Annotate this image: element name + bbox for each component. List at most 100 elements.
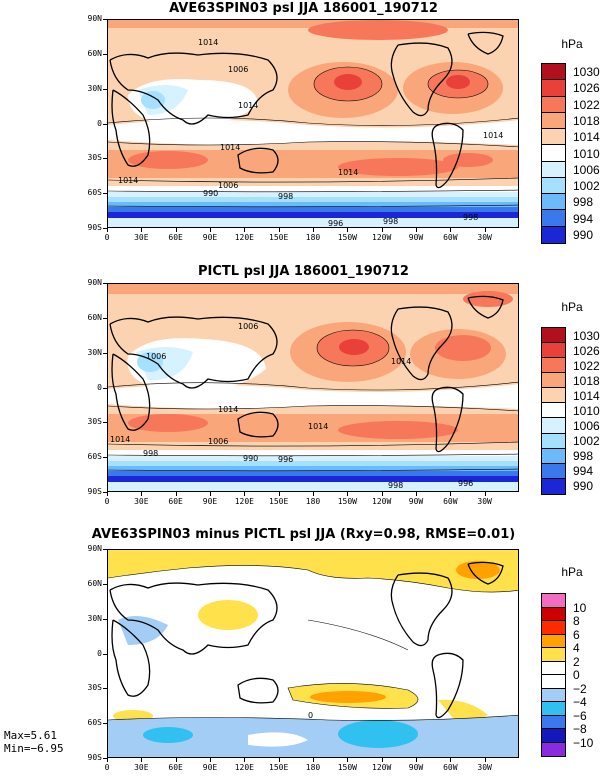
p2-clabel-998: 998: [143, 449, 158, 458]
p1-lon-tick-8: [381, 228, 383, 232]
p1-clabel-1014a: 1014: [198, 38, 218, 47]
p3-clabel-0: 0: [308, 711, 313, 720]
p1-clabel-1014c: 1014: [220, 143, 240, 152]
p2-lon-tick-5: [278, 492, 280, 496]
p2-lon-label-8: 120W: [372, 497, 392, 506]
p3-lat-tick-0: [103, 549, 107, 550]
p2-lat-label-5: 60S: [87, 452, 102, 462]
colorbar-3-box-7: [542, 688, 565, 702]
p2-clabel-996a: 996: [278, 455, 293, 464]
colorbar-3-box-11: [542, 742, 565, 756]
colorbar-3-label-8: −6: [573, 708, 587, 723]
p1-clabel-1014f: 1014: [338, 168, 358, 177]
p2-lat-label-3: 0: [97, 382, 102, 392]
colorbar-3-label-7: −4: [573, 695, 587, 709]
p3-lon-label-0: 0: [104, 763, 110, 772]
p2-clabel-990: 990: [243, 454, 258, 463]
p2-lon-label-4: 120E: [234, 497, 254, 506]
p3-lon-label-5: 150E: [269, 763, 289, 772]
colorbar-2-box-10: [542, 478, 565, 494]
colorbar-1-label-1: 1026: [573, 81, 600, 96]
panel-2-field: 1006 1006 1014 1014 1014 1014 1006 998 9…: [108, 284, 518, 491]
p1-lat-label-5: 60S: [87, 188, 102, 198]
panel-2-map: 1006 1006 1014 1014 1014 1014 1006 998 9…: [107, 283, 519, 492]
colorbar-1-box-7: [542, 177, 565, 195]
p2-lon-tick-4: [244, 492, 246, 496]
colorbar-2-label-2: 1022: [573, 358, 600, 373]
colorbar-3-label-4: 2: [573, 654, 580, 669]
p2-lon-tick-6: [313, 492, 314, 496]
p1-lon-tick-6: [313, 228, 314, 232]
colorbar-2-units: hPa: [561, 300, 583, 314]
p2-lat-label-2: 30N: [87, 347, 102, 357]
colorbar-3-label-5: 0: [573, 668, 580, 682]
p3-lon-tick-0: [107, 758, 108, 762]
p3-lon-label-7: 150W: [337, 763, 357, 772]
p1-lat-tick-3: [103, 123, 107, 125]
p1-clabel-1006: 1006: [228, 65, 248, 74]
colorbar-2-label-7: 1002: [573, 434, 600, 449]
p1-clabel-998: 998: [278, 192, 293, 201]
p1-clabel-990: 990: [203, 189, 218, 198]
p3-lon-label-3: 90E: [202, 763, 218, 772]
panel-3-map: 0: [107, 549, 519, 758]
colorbar-3-label-1: 8: [573, 614, 580, 628]
p2-lon-tick-7: [347, 492, 349, 496]
p3-lon-label-11: 30W: [477, 763, 492, 772]
p1-lat-label-0: 90N: [87, 14, 102, 23]
colorbar-1-label-0: 1030: [573, 65, 600, 80]
p2-clabel-1014c: 1014: [308, 422, 328, 431]
p1-lon-label-9: 90W: [408, 233, 424, 242]
colorbar-2-label-3: 1018: [573, 373, 600, 388]
p3-lon-tick-7: [347, 758, 349, 762]
p3-lat-tick-1: [103, 583, 107, 585]
panel-3-title: AVE63SPIN03 minus PICTL psl JJA (Rxy=0.9…: [91, 527, 516, 542]
p3-lat-label-2: 30N: [87, 613, 102, 623]
colorbar-2-label-9: 994: [573, 464, 594, 479]
colorbar-1-box-2: [542, 96, 565, 113]
colorbar-3-label-6: −2: [573, 681, 587, 696]
p1-lon-label-10: 60W: [443, 233, 458, 242]
colorbar-1-label-10: 990: [573, 227, 594, 242]
colorbar-2-box-4: [542, 388, 565, 404]
colorbar-2-box-2: [542, 358, 565, 374]
colorbar-1-box-4: [542, 129, 565, 146]
colorbar-3-box-1: [542, 607, 565, 621]
p3-lon-label-10: 60W: [443, 763, 458, 772]
stats-block: Max=5.61 Min=−6.95: [4, 729, 64, 755]
colorbar-1-label-9: 994: [573, 211, 594, 226]
p1-lon-tick-3: [210, 228, 211, 232]
p2-clabel-996b: 996: [458, 479, 473, 488]
p1-lon-label-7: 150W: [337, 233, 357, 242]
p1-lon-tick-4: [244, 228, 246, 232]
p3-lon-tick-2: [175, 758, 177, 762]
p1-clabel-1006b: 1006: [218, 181, 238, 190]
p2-lon-tick-3: [210, 492, 211, 496]
p1-lon-tick-1: [141, 228, 143, 232]
colorbar-1-label-3: 1018: [573, 113, 600, 128]
p3-lon-label-1: 30E: [134, 763, 149, 772]
panel-1-title: AVE63SPIN03 psl JJA 186001_190712: [169, 1, 438, 16]
colorbar-1-box-0: [542, 64, 565, 81]
p2-clabel-1014a: 1014: [218, 405, 238, 414]
colorbar-2-box-9: [542, 463, 565, 479]
p1-lon-tick-7: [347, 228, 349, 232]
p1-lon-tick-10: [450, 228, 452, 232]
p3-lon-label-9: 90W: [408, 763, 424, 772]
colorbar-2-box-8: [542, 448, 565, 464]
colorbar-1-box-10: [542, 226, 565, 243]
p3-lon-tick-11: [484, 758, 486, 762]
p2-lat-label-6: 90S: [87, 487, 102, 496]
p2-lat-tick-1: [103, 317, 107, 319]
p2-lon-label-9: 90W: [408, 497, 424, 506]
stat-max: Max=5.61: [4, 729, 57, 742]
colorbar-2-box-1: [542, 343, 565, 359]
colorbar-1-box-9: [542, 210, 565, 227]
p2-clabel-1006b: 1006: [146, 352, 166, 361]
colorbar-3-label-9: −8: [573, 722, 587, 736]
colorbar-3-box-4: [542, 648, 565, 662]
p2-lat-tick-5: [103, 457, 107, 459]
colorbar-2-box-6: [542, 418, 565, 434]
colorbar-1-label-8: 998: [573, 195, 594, 210]
p2-lat-label-0: 90N: [87, 278, 102, 287]
